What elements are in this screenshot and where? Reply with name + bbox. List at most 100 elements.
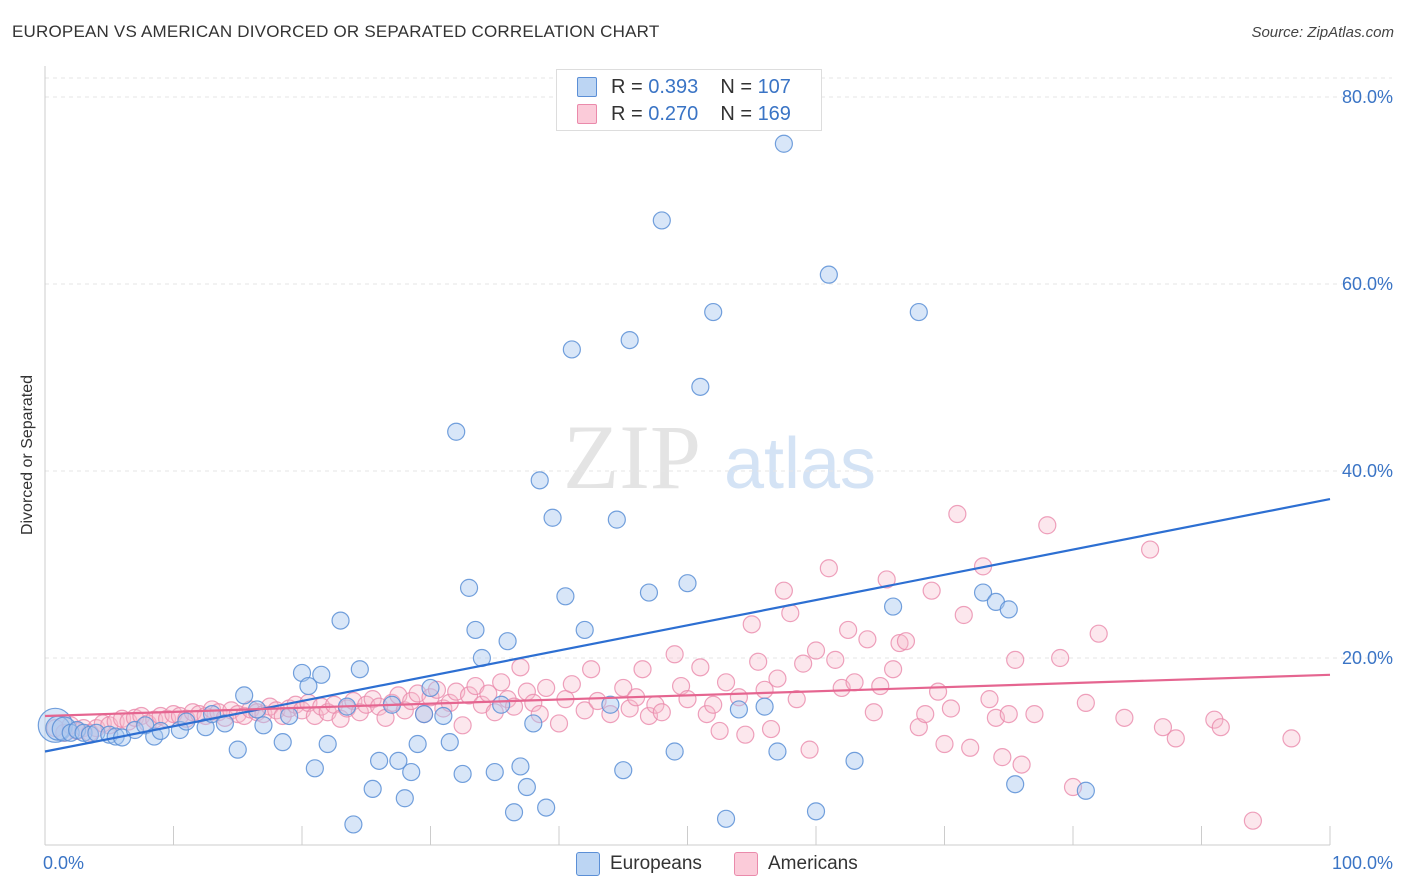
european-point: [504, 803, 524, 822]
european-point: [601, 695, 620, 714]
european-point: [453, 764, 472, 784]
x-tick-label: 0.0%: [43, 853, 84, 873]
american-point: [890, 633, 909, 653]
european-point: [421, 678, 440, 698]
european-point: [652, 211, 671, 230]
europeans-swatch: [577, 77, 597, 97]
americans-series: [46, 504, 1301, 830]
american-point: [742, 615, 761, 634]
american-point: [1089, 624, 1108, 643]
european-point: [395, 789, 414, 808]
european-point: [768, 742, 787, 761]
american-point: [883, 660, 903, 679]
european-point: [678, 574, 697, 593]
european-point: [691, 377, 710, 396]
n-value-europeans: 107: [757, 75, 791, 98]
european-point: [235, 686, 254, 705]
american-point: [736, 725, 755, 744]
american-point: [1166, 729, 1185, 748]
european-point: [774, 134, 793, 153]
european-point: [607, 510, 626, 529]
american-point: [928, 682, 948, 701]
europeans-trend-line: [44, 497, 1331, 753]
european-point: [562, 340, 581, 359]
legend-row-europeans: R = 0.393 N = 107: [577, 75, 791, 99]
american-point: [839, 620, 858, 640]
american-point: [1025, 704, 1044, 724]
american-point: [794, 654, 813, 673]
european-point: [196, 718, 215, 737]
american-point: [871, 676, 890, 696]
european-point: [524, 714, 543, 733]
european-point: [350, 660, 369, 679]
american-point: [524, 693, 543, 712]
european-point: [447, 422, 466, 441]
american-point: [530, 704, 549, 724]
americans-swatch: [577, 104, 597, 124]
american-point: [582, 660, 601, 679]
european-point: [543, 508, 562, 527]
source-label: Source: ZipAtlas.com: [1251, 24, 1394, 41]
american-point: [877, 570, 896, 589]
tick-labels: 20.0% 40.0% 60.0% 80.0% 0.0% 100.0%: [43, 87, 1393, 873]
american-point: [980, 690, 999, 709]
european-point: [806, 802, 826, 821]
american-point: [961, 738, 980, 757]
american-point: [549, 714, 569, 733]
american-point: [1153, 718, 1173, 737]
american-point: [710, 721, 729, 741]
american-point: [376, 708, 395, 727]
european-point: [517, 777, 536, 797]
n-label: N =: [720, 75, 758, 98]
european-point: [466, 620, 485, 640]
european-point: [459, 578, 479, 597]
european-point: [292, 663, 312, 683]
european-point: [614, 761, 633, 780]
european-point: [485, 762, 504, 782]
european-point: [999, 600, 1018, 619]
american-point: [826, 650, 845, 669]
european-point: [1006, 775, 1025, 794]
american-point: [768, 669, 787, 688]
american-point: [1038, 516, 1057, 535]
european-point: [228, 740, 247, 759]
american-point: [562, 675, 581, 694]
american-point: [749, 652, 768, 671]
european-point: [318, 734, 337, 754]
trend-lines: [44, 497, 1331, 753]
european-point: [729, 700, 749, 719]
american-point: [864, 703, 883, 722]
american-point: [1282, 729, 1301, 748]
legend-americans: Americans: [734, 852, 858, 876]
y-tick-label: 20.0%: [1342, 648, 1393, 668]
american-point: [537, 678, 556, 698]
american-point: [691, 658, 710, 677]
european-point: [819, 265, 838, 284]
european-point: [74, 723, 93, 742]
american-point: [716, 673, 736, 692]
european-point: [973, 583, 993, 602]
european-point: [492, 695, 511, 714]
american-point: [858, 630, 877, 649]
european-point: [215, 714, 234, 733]
american-point: [1006, 650, 1025, 669]
european-point: [344, 815, 363, 834]
american-point: [941, 699, 961, 718]
american-point: [1140, 540, 1160, 559]
americans-trend-line: [44, 673, 1331, 718]
european-point: [845, 751, 864, 770]
american-point: [999, 704, 1018, 724]
european-point: [414, 704, 434, 724]
watermark-atlas: atlas: [724, 424, 876, 504]
american-point: [652, 703, 671, 722]
european-point: [537, 798, 556, 817]
american-point: [993, 748, 1012, 767]
european-point: [556, 587, 575, 606]
american-point: [485, 703, 504, 722]
european-point: [620, 331, 639, 350]
european-point: [665, 742, 684, 761]
watermark: ZIP atlas: [563, 406, 876, 508]
european-point: [331, 611, 350, 630]
american-point: [601, 704, 620, 724]
american-point: [665, 645, 684, 664]
